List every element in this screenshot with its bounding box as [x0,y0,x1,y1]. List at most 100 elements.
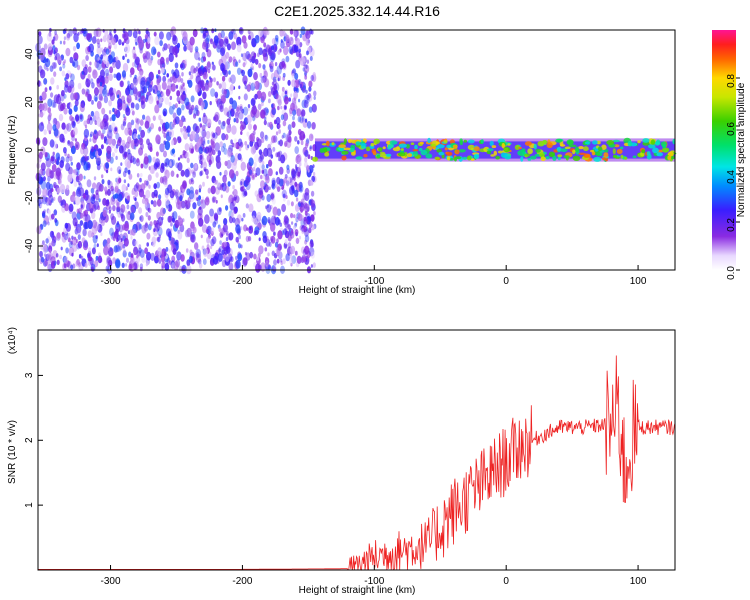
spectrogram-noise-speck [212,255,219,265]
spectrogram-band-peak [642,138,650,143]
spectrogram-noise-speck [122,62,129,73]
spectrogram-noise-speck [148,207,152,214]
spectrogram-noise-speck [184,97,190,106]
spectrogram-noise-speck [164,162,168,167]
spectrogram-noise-speck [52,151,55,156]
spectrogram-noise-speck [92,182,97,190]
spectrogram-noise-speck [263,78,270,88]
spectrogram-noise-speck [174,116,180,125]
spectrogram-noise-speck [88,256,92,262]
spectrogram-noise-speck [256,193,262,203]
spectrogram-noise-speck [65,32,71,41]
spectrogram-noise-speck [230,211,235,218]
spectrogram-noise-speck [272,90,276,95]
spectrogram-y-tick-label: -20 [24,190,35,205]
spectrogram-noise-speck [180,127,183,133]
spectrogram-noise-speck [262,235,268,244]
spectrogram-noise-speck [302,87,306,93]
spectrogram-noise-speck [304,156,308,163]
spectrogram-noise-speck [119,233,124,240]
spectrogram-noise-speck [206,49,212,58]
spectrogram-band-peak [486,150,492,155]
snr-frame [37,329,676,571]
spectrogram-band-peak [398,143,407,148]
spectrogram-noise-speck [225,254,230,262]
spectrogram-noise-speck [49,169,52,174]
spectrogram-noise-speck [227,181,231,187]
spectrogram-noise-speck [41,91,47,101]
spectrogram-noise-speck [182,188,186,194]
spectrogram-noise-speck [139,215,144,222]
spectrogram-band-peak [321,143,328,146]
spectrogram-noise-speck [159,143,165,153]
spectrogram-noise-speck [180,169,185,177]
spectrogram-noise-speck [146,242,149,247]
spectrogram-y-tick-label: 20 [24,96,35,108]
spectrogram-band-peak [458,149,466,153]
spectrogram-noise-speck [248,35,251,40]
spectrogram-noise-speck [276,186,281,193]
spectrogram-noise-speck [46,32,53,42]
spectrogram-noise-speck [95,255,99,261]
spectrogram-noise-speck [270,215,277,225]
spectrogram-noise-speck [78,187,85,197]
spectrogram-noise-speck [199,262,203,269]
spectrogram-noise-speck [45,238,49,244]
spectrogram-x-tick-label: -300 [101,276,121,287]
spectrogram-noise-speck [135,103,140,111]
spectrogram-noise-speck [276,176,281,185]
spectrogram-noise-speck [298,162,302,167]
spectrogram-noise-speck [138,39,144,49]
spectrogram-band-peak [568,144,577,148]
spectrogram-band-peak [564,146,571,150]
spectrogram-noise-speck [299,83,303,89]
spectrogram-noise-speck [113,108,118,115]
spectrogram-noise-speck [46,252,52,262]
spectrogram-band-peak [493,150,497,156]
spectrogram-noise-speck [84,124,88,129]
spectrogram-noise-speck [96,243,99,248]
spectrogram-noise-speck [74,141,80,150]
spectrogram-noise-speck [133,88,138,97]
spectrogram-noise-speck [87,220,93,230]
spectrogram-noise-speck [267,91,272,97]
spectrogram-noise-speck [141,100,144,106]
spectrogram-noise-speck [91,211,96,220]
spectrogram-noise-speck [122,28,126,34]
spectrogram-noise-speck [286,199,291,206]
spectrogram-noise-speck [130,235,133,240]
spectrogram-noise-speck [120,204,126,213]
spectrogram-noise-speck [95,150,99,157]
spectrogram-noise-speck [223,69,229,78]
spectrogram-noise-speck [285,34,290,43]
spectrogram-noise-speck [96,38,100,45]
spectrogram-noise-speck [258,63,262,69]
spectrogram-noise-speck [263,70,268,79]
spectrogram-noise-speck [160,165,165,173]
spectrogram-noise-speck [84,262,88,268]
spectrogram-noise-speck [213,77,216,83]
spectrogram-noise-speck [59,183,66,194]
spectrogram-noise-speck [304,70,308,76]
spectrogram-noise-speck [216,44,222,53]
spectrogram-noise-speck [149,146,153,152]
spectrogram-noise-speck [163,150,167,158]
spectrogram-noise-speck [109,50,112,55]
spectrogram-noise-speck [51,234,55,240]
spectrogram-noise-speck [211,141,216,149]
spectrogram-band-peak [341,150,349,155]
spectrogram-noise-speck [291,255,297,264]
spectrogram-noise-speck [221,133,226,141]
spectrogram-noise-speck [210,227,215,234]
spectrogram-band-peak [370,143,375,147]
spectrogram-noise-speck [226,118,231,125]
spectrogram-noise-speck [217,32,222,40]
spectrogram-noise-speck [311,122,316,130]
spectrogram-noise-speck [100,144,104,150]
snr-y-label: SNR (10 * v/v) [7,420,18,484]
spectrogram-noise-speck [220,194,223,199]
snr-x-tick-label: 0 [503,576,509,587]
spectrogram-noise-speck [176,90,181,97]
spectrogram-noise-speck [136,118,140,125]
spectrogram-noise-speck [274,216,280,226]
